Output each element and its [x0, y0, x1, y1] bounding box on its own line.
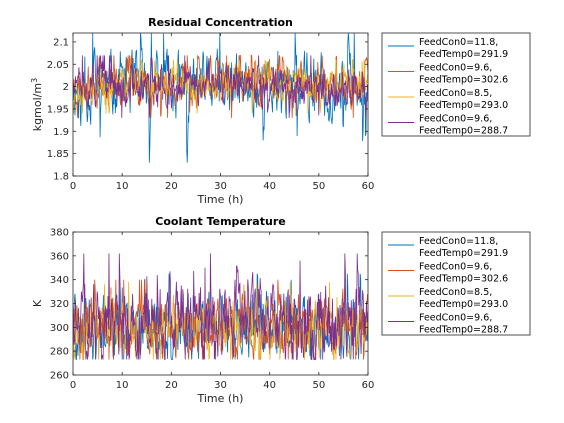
- y-tick-label: 1.85: [47, 149, 69, 160]
- x-tick-label: 60: [362, 181, 375, 192]
- legend-entry-line-2: FeedTemp0=293.0: [419, 299, 508, 310]
- x-tick-label: 20: [165, 380, 178, 391]
- chart-title: Coolant Temperature: [155, 215, 285, 228]
- x-tick-label: 30: [214, 380, 227, 391]
- y-tick-label: 260: [50, 371, 69, 382]
- y-tick-label: 320: [50, 299, 69, 310]
- legend-entry-line-1: FeedCon0=9.6,: [419, 63, 492, 74]
- x-tick-label: 40: [263, 380, 276, 391]
- x-tick-label: 10: [116, 181, 129, 192]
- series-line-4: [73, 253, 368, 360]
- x-tick-label: 10: [116, 380, 129, 391]
- y-tick-label: 300: [50, 323, 69, 334]
- chart-1: 0 10 20 30 40 50 60 1.8 1.85 1.9 1.95 2 2.05 2.1 Resid…: [30, 16, 531, 206]
- x-tick-label: 0: [70, 181, 76, 192]
- legend-box: [381, 231, 531, 336]
- x-tick-label: 30: [214, 181, 227, 192]
- y-tick-label: 2.05: [47, 60, 69, 71]
- legend-entry-line-1: FeedCon0=11.8,: [419, 236, 498, 247]
- legend-entry-line-1: FeedCon0=8.5,: [419, 287, 492, 298]
- x-axis-label: Time (h): [197, 392, 244, 405]
- legend-entry-line-2: FeedTemp0=291.9: [419, 248, 508, 259]
- y-tick-label: 280: [50, 347, 69, 358]
- legend: FeedCon0=11.8,FeedTemp0=291.9 FeedCon0=9.…: [381, 32, 531, 137]
- legend: FeedCon0=11.8,FeedTemp0=291.9 FeedCon0=9.…: [381, 231, 531, 336]
- y-tick-label: 1.8: [53, 172, 69, 183]
- series-line-3: [73, 59, 368, 114]
- x-tick-label: 50: [312, 380, 325, 391]
- legend-entry-line-1: FeedCon0=11.8,: [419, 37, 498, 48]
- chart-title: Residual Concentration: [148, 16, 293, 29]
- chart-2: 0 10 20 30 40 50 60 260 280 300 320 340 360 380 Coolan…: [31, 215, 531, 405]
- legend-entry-line-2: FeedTemp0=291.9: [419, 49, 508, 60]
- legend-entry-line-1: FeedCon0=8.5,: [419, 88, 492, 99]
- y-tick-label: 380: [50, 228, 69, 239]
- x-tick-label: 0: [70, 380, 76, 391]
- x-tick-label: 40: [263, 181, 276, 192]
- y-tick-label: 1.95: [47, 104, 69, 115]
- legend-entry-line-2: FeedTemp0=302.6: [419, 274, 508, 285]
- x-tick-label: 60: [362, 380, 375, 391]
- legend-box: [381, 32, 531, 137]
- x-axis-label: Time (h): [197, 193, 244, 206]
- legend-entry-line-2: FeedTemp0=288.7: [419, 325, 508, 336]
- y-axis-label: K: [31, 299, 44, 307]
- legend-entry-line-2: FeedTemp0=302.6: [419, 75, 508, 86]
- legend-entry-line-2: FeedTemp0=293.0: [419, 100, 508, 111]
- y-tick-label: 2.1: [53, 37, 69, 48]
- y-axis-label: kgmol/m3: [30, 78, 44, 131]
- legend-entry-line-1: FeedCon0=9.6,: [419, 114, 492, 125]
- y-tick-label: 2: [63, 82, 69, 93]
- series-line-3: [73, 282, 368, 360]
- legend-entry-line-1: FeedCon0=9.6,: [419, 313, 492, 324]
- y-tick-label: 340: [50, 275, 69, 286]
- legend-entry-line-1: FeedCon0=9.6,: [419, 262, 492, 273]
- y-tick-label: 360: [50, 251, 69, 262]
- x-tick-label: 20: [165, 181, 178, 192]
- legend-entry-line-2: FeedTemp0=288.7: [419, 126, 508, 137]
- y-tick-label: 1.9: [53, 127, 69, 138]
- x-tick-label: 50: [312, 181, 325, 192]
- series-line-4: [73, 55, 368, 118]
